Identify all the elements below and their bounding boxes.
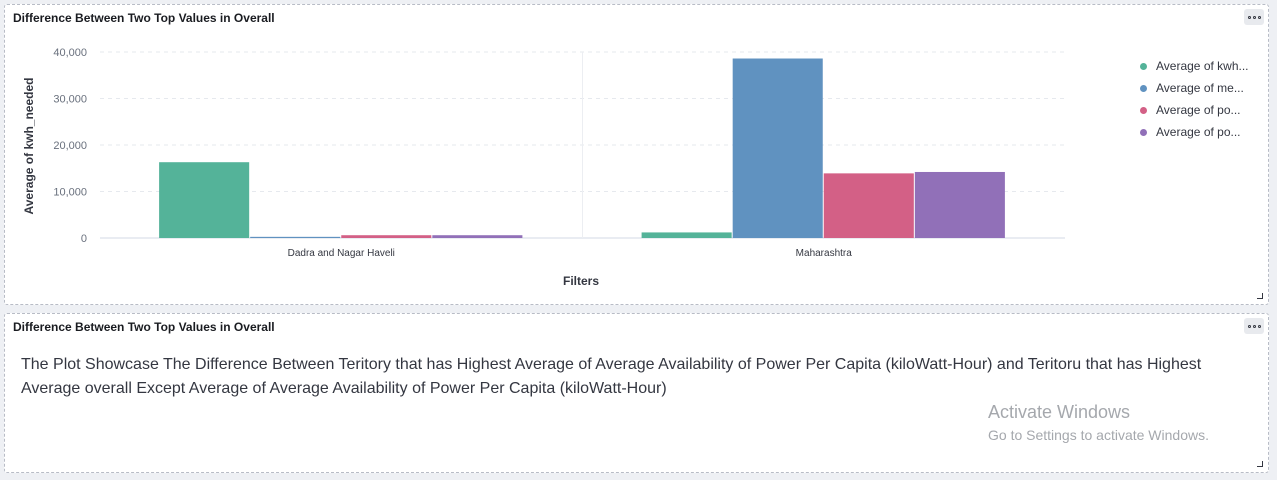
watermark-subtitle: Go to Settings to activate Windows. bbox=[988, 427, 1209, 443]
bar[interactable] bbox=[341, 235, 432, 238]
legend-item[interactable]: Average of po... bbox=[1140, 121, 1249, 143]
legend-label: Average of po... bbox=[1156, 125, 1241, 139]
y-axis-label: Average of kwh_needed bbox=[22, 78, 36, 215]
legend-color-dot bbox=[1140, 106, 1147, 114]
legend-label: Average of po... bbox=[1156, 103, 1241, 117]
legend-label: Average of kwh... bbox=[1156, 59, 1249, 73]
bar[interactable] bbox=[823, 173, 914, 238]
y-tick-label: 10,000 bbox=[53, 187, 87, 199]
markdown-panel: Difference Between Two Top Values in Ove… bbox=[4, 313, 1269, 473]
x-axis-label: Filters bbox=[563, 274, 599, 288]
bar[interactable] bbox=[641, 232, 732, 238]
y-tick-label: 0 bbox=[81, 233, 87, 245]
bar[interactable] bbox=[432, 235, 523, 238]
bar[interactable] bbox=[914, 171, 1005, 238]
x-tick-label: Maharashtra bbox=[796, 248, 853, 259]
panel-options-button[interactable] bbox=[1244, 9, 1264, 25]
bar[interactable] bbox=[732, 58, 823, 239]
legend-label: Average of me... bbox=[1156, 81, 1244, 95]
activation-watermark: Activate Windows Go to Settings to activ… bbox=[988, 402, 1209, 443]
y-tick-label: 30,000 bbox=[53, 94, 87, 106]
resize-handle[interactable] bbox=[1257, 293, 1263, 299]
y-tick-label: 20,000 bbox=[53, 140, 87, 152]
legend-item[interactable]: Average of po... bbox=[1140, 99, 1249, 121]
panel-options-button[interactable] bbox=[1244, 318, 1264, 334]
ellipsis-icon bbox=[1247, 324, 1261, 328]
resize-handle[interactable] bbox=[1257, 461, 1263, 467]
legend-item[interactable]: Average of kwh... bbox=[1140, 55, 1249, 77]
y-tick-label: 40,000 bbox=[53, 47, 87, 59]
panel-title: Difference Between Two Top Values in Ove… bbox=[13, 11, 275, 25]
legend-color-dot bbox=[1140, 62, 1147, 70]
panel-title: Difference Between Two Top Values in Ove… bbox=[13, 320, 275, 334]
bar-chart: 0 10,000 20,000 30,000 40,000 Dadra and Naga… bbox=[22, 47, 1065, 288]
chart-legend: Average of kwh... Average of me... Average… bbox=[1140, 55, 1249, 143]
bar[interactable] bbox=[250, 236, 341, 238]
chart-panel: Difference Between Two Top Values in Ove… bbox=[4, 4, 1269, 305]
watermark-title: Activate Windows bbox=[988, 402, 1131, 422]
markdown-text: The Plot Showcase The Difference Between… bbox=[21, 356, 1202, 397]
legend-color-dot bbox=[1140, 84, 1147, 92]
x-tick-label: Dadra and Nagar Haveli bbox=[288, 248, 395, 259]
legend-color-dot bbox=[1140, 128, 1147, 136]
bar[interactable] bbox=[159, 162, 250, 238]
legend-item[interactable]: Average of me... bbox=[1140, 77, 1249, 99]
ellipsis-icon bbox=[1247, 15, 1261, 19]
